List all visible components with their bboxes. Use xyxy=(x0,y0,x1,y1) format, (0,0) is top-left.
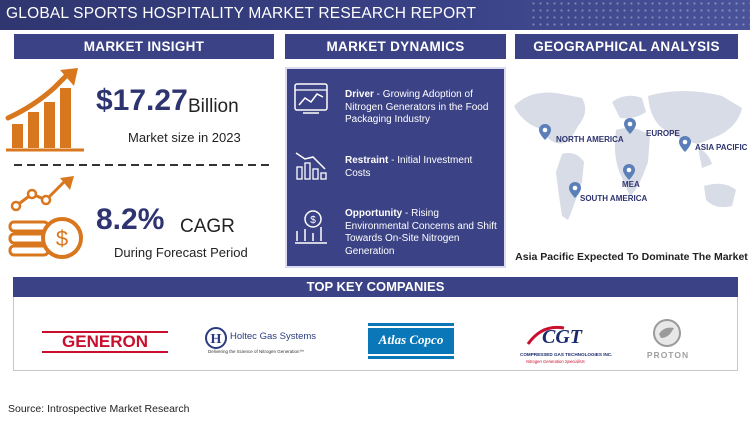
cgt-mark: CGT xyxy=(542,326,582,348)
market-dynamics-panel: Driver - Growing Adoption of Nitrogen Ge… xyxy=(285,67,506,268)
source-note: Source: Introspective Market Research xyxy=(8,403,190,415)
cagr-label: CAGR xyxy=(180,216,235,237)
driver-label: Driver xyxy=(345,89,374,100)
region-label-south-america: SOUTH AMERICA xyxy=(580,194,648,203)
cgt-name: COMPRESSED GAS TECHNOLOGIES INC. xyxy=(520,352,613,357)
opportunity-label: Opportunity xyxy=(345,208,403,219)
cgt-swoosh-icon xyxy=(526,325,565,345)
geo-caption: Asia Pacific Expected To Dominate The Ma… xyxy=(515,251,748,263)
generon-logo-text: GENERON xyxy=(62,332,148,351)
opportunity-text: Rising Environmental Concerns and Shift … xyxy=(345,208,497,257)
restraint-text: Initial Investment Costs xyxy=(345,155,473,179)
growth-chart-icon xyxy=(5,68,84,152)
atlas-copco-logo: Atlas Copco xyxy=(368,323,454,359)
region-label-asia-pacific: ASIA PACIFIC xyxy=(695,143,748,152)
mea-pin-icon xyxy=(623,164,635,180)
north-america-pin-icon xyxy=(539,124,551,140)
market-dynamics-header: MARKET DYNAMICS xyxy=(285,34,506,59)
europe-pin-icon xyxy=(624,118,636,134)
region-label-europe: EUROPE xyxy=(646,129,680,138)
top-key-companies-header: TOP KEY COMPANIES xyxy=(13,277,738,297)
region-label-mea: MEA xyxy=(622,180,640,189)
svg-text:$: $ xyxy=(310,215,316,226)
title-bar: GLOBAL SPORTS HOSPITALITY MARKET RESEARC… xyxy=(0,0,750,30)
restraint-item: Restraint - Initial Investment Costs xyxy=(345,155,473,179)
atlas-copco-text: Atlas Copco xyxy=(378,332,444,347)
world-map: NORTH AMERICA EUROPE ASIA PACIFIC MEA SO… xyxy=(512,78,750,243)
cagr-caption: During Forecast Period xyxy=(114,245,248,260)
holtec-mark-icon: H xyxy=(205,327,227,349)
market-size-unit: Billion xyxy=(188,96,239,117)
declining-chart-icon xyxy=(295,152,327,180)
cgt-logo: CGT COMPRESSED GAS TECHNOLOGIES INC. Nit… xyxy=(520,322,612,366)
restraint-label: Restraint xyxy=(345,155,389,166)
page-title: GLOBAL SPORTS HOSPITALITY MARKET RESEARC… xyxy=(6,5,477,22)
region-label-north-america: NORTH AMERICA xyxy=(556,135,624,144)
coins-growth-icon: $ xyxy=(8,176,83,259)
driver-text: Growing Adoption of Nitrogen Generators … xyxy=(345,89,489,125)
dashboard-chart-icon xyxy=(294,83,328,114)
growth-coin-icon: $ xyxy=(295,210,327,244)
svg-text:H: H xyxy=(211,332,222,347)
market-insight-header: MARKET INSIGHT xyxy=(14,34,274,59)
svg-text:$: $ xyxy=(56,226,68,251)
geographical-analysis-header: GEOGRAPHICAL ANALYSIS xyxy=(515,34,738,59)
asia-pacific-pin-icon xyxy=(679,136,691,152)
driver-item: Driver - Growing Adoption of Nitrogen Ge… xyxy=(345,89,489,125)
cagr-value: 8.2% xyxy=(96,203,165,236)
market-size-value: $17.27 xyxy=(96,84,188,117)
generon-logo: GENERON xyxy=(42,331,168,353)
insight-divider xyxy=(14,164,274,166)
holtec-logo: H Holtec Gas Systems Delivering the Scie… xyxy=(204,324,324,360)
cgt-tagline: Nitrogen Generation Specialists xyxy=(526,359,585,364)
title-dot-pattern xyxy=(530,0,750,30)
market-size-caption: Market size in 2023 xyxy=(128,130,241,145)
holtec-name: Holtec Gas Systems xyxy=(230,331,317,342)
proton-text: PROTON xyxy=(646,350,690,360)
holtec-tagline: Delivering the Science of Nitrogen Gener… xyxy=(208,349,305,354)
world-map-shape xyxy=(514,91,742,220)
proton-logo: PROTON xyxy=(636,318,700,366)
opportunity-item: Opportunity - Rising Environmental Conce… xyxy=(345,208,497,257)
south-america-pin-icon xyxy=(569,182,581,198)
proton-emblem-icon xyxy=(653,319,681,347)
